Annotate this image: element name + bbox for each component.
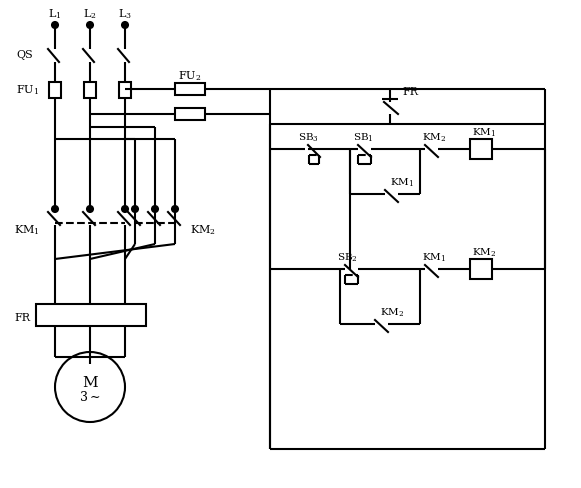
Text: KM$_1$: KM$_1$ (422, 251, 446, 264)
Text: KM$_1$: KM$_1$ (390, 176, 414, 189)
Bar (119, 83, 131, 99)
Text: 3$\sim$: 3$\sim$ (79, 389, 101, 403)
Circle shape (122, 206, 128, 213)
Text: L$_3$: L$_3$ (118, 7, 132, 21)
Text: KM$_1$: KM$_1$ (472, 126, 496, 139)
Circle shape (132, 206, 138, 213)
Bar (49, 83, 61, 99)
Bar (175, 84, 205, 96)
Circle shape (52, 23, 58, 29)
Circle shape (87, 206, 93, 213)
Text: SB$_2$: SB$_2$ (337, 251, 358, 264)
Circle shape (122, 23, 128, 29)
Bar (84, 83, 96, 99)
Text: L$_1$: L$_1$ (48, 7, 62, 21)
Text: QS: QS (16, 50, 33, 60)
Circle shape (55, 352, 125, 422)
Text: KM$_1$: KM$_1$ (14, 223, 40, 236)
Text: KM$_2$: KM$_2$ (472, 246, 496, 259)
Circle shape (152, 206, 158, 213)
Circle shape (87, 23, 93, 29)
Text: M: M (82, 375, 98, 389)
Text: SB$_1$: SB$_1$ (353, 131, 374, 144)
Text: FR: FR (402, 87, 418, 97)
Bar (470, 140, 492, 160)
Bar (36, 305, 146, 326)
Text: KM$_2$: KM$_2$ (422, 131, 446, 144)
Text: L$_2$: L$_2$ (83, 7, 97, 21)
Text: FR: FR (14, 312, 30, 323)
Bar (175, 109, 205, 121)
Text: KM$_2$: KM$_2$ (380, 306, 404, 319)
Circle shape (52, 206, 58, 213)
Text: FU$_1$: FU$_1$ (16, 83, 39, 97)
Text: KM$_2$: KM$_2$ (190, 223, 216, 236)
Bar (470, 260, 492, 280)
Circle shape (172, 206, 178, 213)
Text: FU$_2$: FU$_2$ (178, 69, 202, 83)
Text: SB$_3$: SB$_3$ (298, 131, 319, 144)
